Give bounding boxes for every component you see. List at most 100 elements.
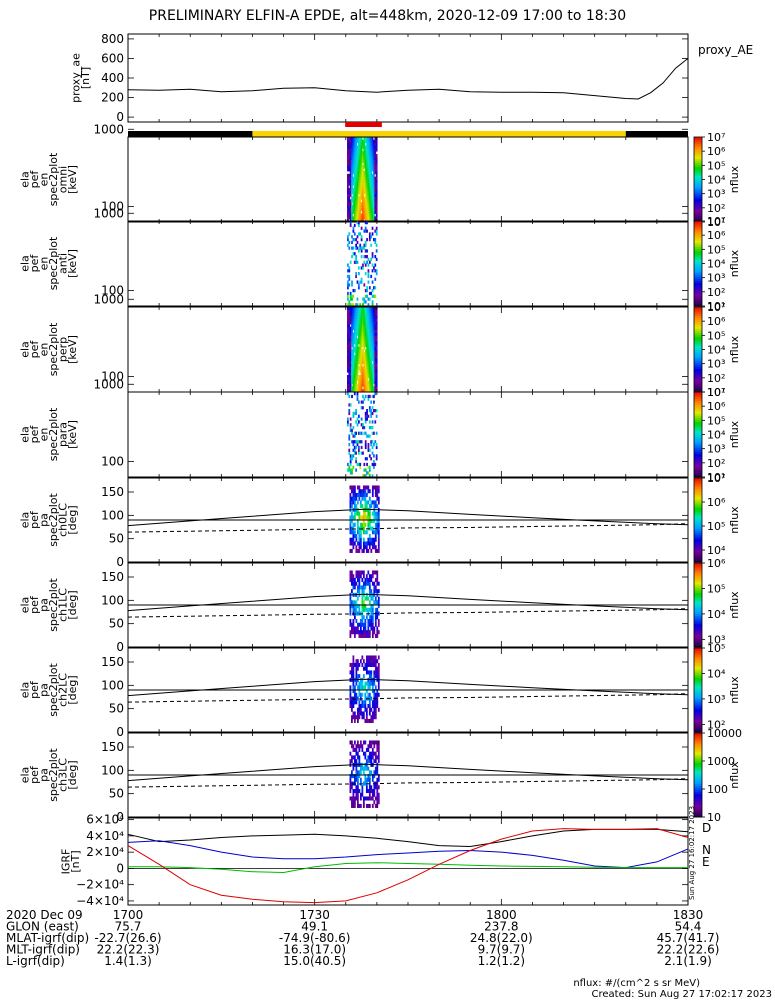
spectrogram-cell (348, 283, 351, 287)
spectrogram-cell (349, 662, 352, 667)
colorbar-band (694, 522, 702, 525)
spectrogram-cell (364, 530, 367, 535)
spectrogram-cell (349, 526, 352, 531)
spectrogram-cell (361, 585, 364, 590)
spectrogram-cell (364, 762, 367, 767)
spectrogram-cell (368, 363, 371, 367)
spectrogram-cell (359, 312, 362, 316)
spectrogram-cell (367, 176, 370, 180)
spectrogram-cell (357, 462, 360, 467)
spectrogram-cell (357, 142, 360, 146)
spectrogram-cell (355, 369, 358, 373)
colorbar-band (694, 345, 702, 348)
spectrogram-cell (363, 335, 366, 339)
spectrogram-cell (361, 704, 364, 709)
spectrogram-cell (374, 740, 377, 745)
spectrogram-cell (359, 355, 362, 359)
spectrogram-cell (366, 142, 368, 146)
spectrogram-cell (365, 615, 368, 620)
spectrogram-cell (370, 142, 373, 146)
spectrogram-cell (351, 781, 353, 786)
colorbar-band (694, 698, 702, 701)
spectrogram-cell (370, 358, 373, 362)
spectrogram-cell (370, 190, 373, 195)
spectrogram-cell (352, 205, 355, 209)
spectrogram-cell (371, 474, 374, 478)
spectrogram-cell (371, 440, 374, 444)
spectrogram-cell (355, 670, 358, 675)
spectrogram-cell (365, 592, 368, 597)
spectrogram-cell (366, 462, 368, 467)
spectrogram-cell (352, 426, 355, 430)
spectrogram-cell (355, 165, 358, 169)
spectrogram-cell (348, 307, 351, 311)
spectrogram-cell (364, 321, 367, 325)
spectrogram-cell (351, 715, 353, 720)
colorbar-tick-label: 10¹ (707, 471, 725, 484)
spectrogram-cell (364, 700, 367, 705)
y-tick-label: 6×10⁴ (86, 813, 124, 827)
spectrogram-cell (364, 751, 367, 756)
spectrogram-cell (364, 585, 367, 590)
spectrogram-cell (362, 380, 364, 384)
spectrogram-cell (376, 515, 379, 520)
spectrogram-cell (368, 434, 371, 438)
colorbar-band (694, 143, 702, 146)
spectrogram-cell (353, 216, 356, 220)
colorbar-band (694, 692, 702, 695)
colorbar-band (694, 297, 702, 301)
spectrogram-cell (364, 766, 367, 771)
colorbar-band (694, 581, 702, 585)
spectrogram-cell (366, 213, 368, 217)
spectrogram-cell (349, 462, 352, 467)
spectrogram-cell (351, 581, 353, 586)
spectrogram-cell (353, 377, 356, 382)
spectrogram-cell (364, 383, 367, 387)
spectrogram-cell (356, 363, 359, 367)
ylabel-line: spec2plot (47, 152, 60, 206)
spectrogram-cell (373, 315, 375, 319)
spectrogram-cell (371, 346, 374, 350)
colorbar-band (694, 619, 702, 623)
spectrogram-cell (368, 156, 371, 161)
spectrogram-cell (351, 485, 353, 490)
colorbar-tick-label: 10⁶ (707, 145, 726, 158)
spectrogram-cell (352, 630, 355, 635)
spectrogram-cell (352, 358, 355, 362)
spectrogram-cell (353, 633, 356, 638)
spectrogram-cell (364, 577, 367, 582)
spectrogram-cell (355, 460, 358, 464)
spectrogram-cell (351, 530, 353, 535)
colorbar-tick-label: 10⁵ (707, 520, 725, 533)
spectrogram-cell (363, 148, 366, 152)
footer-row-value: 1800 (486, 908, 517, 922)
spectrogram-cell (355, 574, 358, 579)
spectrogram-cell (347, 468, 349, 472)
spectrogram-cell (370, 139, 373, 144)
spectrogram-cell (351, 176, 353, 180)
spectrogram-cell (362, 474, 364, 478)
colorbar-band (694, 628, 702, 631)
spectrogram-cell (353, 289, 356, 293)
spectrogram-cell (347, 205, 349, 209)
spectrogram-cell (374, 315, 377, 319)
spectrogram-cell (364, 417, 367, 421)
spectrogram-cell (349, 496, 352, 501)
colorbar-band (694, 526, 702, 529)
spectrogram-cell (347, 142, 349, 146)
spectrogram-cell (355, 777, 358, 782)
spectrogram-cell (362, 326, 364, 331)
colorbar-band (694, 360, 702, 363)
spectrogram-cell (355, 260, 358, 264)
spectrogram-cell (349, 173, 352, 178)
spectrogram-cell (374, 240, 377, 245)
spectrogram-cell (362, 207, 364, 212)
spectrogram-cell (373, 715, 376, 720)
spectrogram-cell (377, 589, 380, 594)
spectrogram-cell (374, 168, 377, 172)
colorbar-band (694, 315, 702, 319)
spectrogram-cell (348, 360, 351, 365)
spectrogram-cell (362, 803, 365, 808)
spectrogram-cell (362, 537, 365, 542)
